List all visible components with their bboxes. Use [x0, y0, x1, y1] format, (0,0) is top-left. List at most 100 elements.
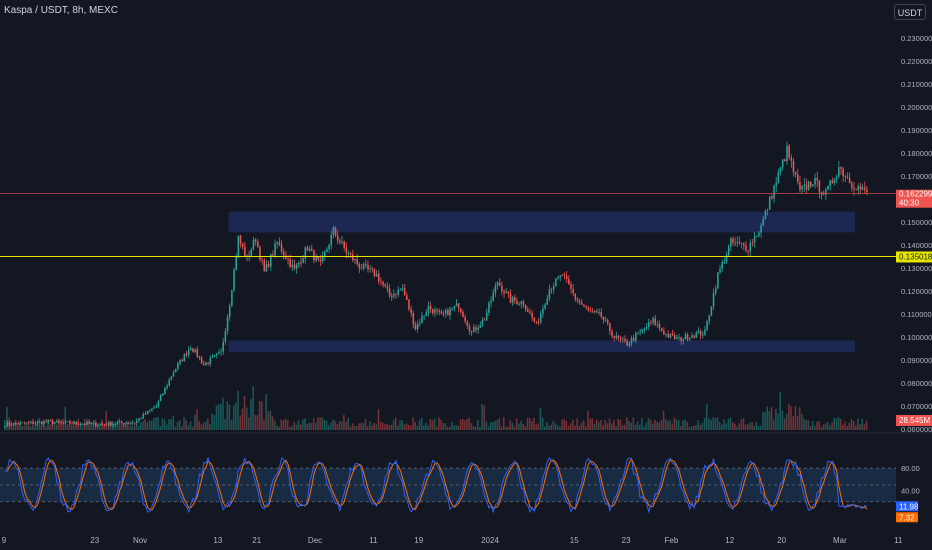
volume-bar	[760, 425, 762, 430]
candle-body	[807, 182, 810, 190]
volume-bar	[556, 425, 559, 430]
volume-bar	[835, 418, 838, 430]
candle-body	[617, 335, 620, 338]
candle-body	[360, 268, 363, 270]
time-tick-label: 20	[777, 536, 786, 545]
price-tick-label: 0.130000	[901, 264, 932, 273]
volume-bar	[34, 426, 36, 430]
volume-bar	[135, 424, 138, 430]
candle-body	[745, 245, 747, 251]
candle-body	[447, 310, 449, 316]
candle-body	[436, 309, 438, 311]
volume-bar	[693, 425, 695, 430]
volume-bar	[377, 409, 380, 430]
candle-body	[693, 335, 695, 338]
candle-body	[572, 288, 574, 294]
candle-body	[252, 239, 255, 250]
price-tick-label: 0.150000	[901, 218, 932, 227]
candle-body	[667, 334, 669, 338]
candle-body	[267, 264, 270, 267]
volume-bar	[127, 422, 129, 430]
candle-body	[205, 362, 207, 365]
volume-bar	[811, 421, 814, 430]
candle-body	[641, 329, 644, 332]
volume-bar	[716, 417, 719, 430]
volume-bar	[241, 408, 244, 430]
candle-body	[375, 273, 378, 277]
candle-body	[851, 183, 853, 188]
volume-bar	[690, 426, 693, 430]
candle-body	[602, 316, 605, 320]
volume-bar	[479, 426, 481, 430]
candle-body	[762, 218, 765, 226]
candle-body	[226, 316, 229, 332]
candle-body	[492, 292, 495, 301]
candle-body	[559, 275, 561, 278]
candle-body	[41, 421, 43, 425]
candle-body	[166, 385, 168, 388]
volume-bar	[211, 413, 213, 430]
symbol-title: Kaspa / USDT, 8h, MEXC	[4, 5, 118, 16]
volume-bar	[319, 417, 321, 430]
currency-button[interactable]: USDT	[894, 4, 926, 20]
time-tick-label: 21	[252, 536, 261, 545]
volume-bar	[695, 425, 697, 430]
candle-body	[516, 300, 518, 305]
volume-bar	[32, 418, 34, 430]
candle-body	[574, 293, 577, 300]
volume-bar	[451, 422, 453, 430]
candle-body	[311, 248, 313, 250]
candle-body	[650, 322, 652, 324]
candle-body	[161, 393, 164, 396]
candle-body	[494, 285, 497, 293]
candle-body	[362, 263, 365, 269]
time-axis[interactable]: 923Nov1321Dec111920241523Feb1220Mar111	[2, 536, 932, 545]
price-lines	[0, 193, 932, 434]
volume-bar	[574, 425, 576, 430]
candle-body	[384, 284, 387, 287]
candle-body	[317, 256, 320, 260]
candle-body	[170, 376, 173, 380]
candle-body	[684, 334, 687, 340]
volume-bar	[505, 426, 507, 430]
volume-bar	[541, 417, 544, 430]
current-price-tag	[896, 189, 932, 208]
volume-bar	[390, 424, 393, 430]
candle-body	[390, 295, 393, 297]
volume-bar	[254, 414, 257, 430]
candle-body	[453, 306, 456, 309]
candle-body	[177, 363, 179, 369]
volume-bar	[617, 418, 619, 430]
candle-body	[315, 256, 317, 261]
candle-body	[470, 331, 473, 332]
volume-bar	[682, 420, 684, 430]
volume-bar	[170, 418, 172, 430]
price-tick-label: 0.180000	[901, 149, 932, 158]
candle-body	[755, 235, 758, 237]
volume-bar	[353, 426, 356, 430]
volume-bar	[420, 417, 423, 430]
volume-bar	[587, 410, 589, 430]
candle-body	[82, 423, 84, 425]
volume-bar	[766, 406, 769, 430]
candle-body	[190, 348, 192, 350]
volume-bar	[684, 419, 686, 430]
volume-bar	[176, 421, 179, 430]
candle-body	[451, 308, 453, 310]
candle-body	[771, 196, 773, 199]
candle-body	[766, 209, 769, 211]
candle-body	[129, 422, 132, 424]
volume-bar	[740, 419, 743, 430]
candle-body	[382, 281, 384, 285]
candle-body	[483, 319, 486, 321]
volume-bar	[282, 420, 285, 430]
time-tick-label: Feb	[665, 536, 679, 545]
price-axis[interactable]: 0.230000 0.220000 0.210000 0.200000 0.190000…	[901, 34, 932, 434]
candle-body	[88, 422, 91, 424]
volume-bar	[187, 424, 190, 430]
volume-bar	[839, 419, 842, 430]
candle-body	[105, 424, 108, 426]
volume-bar	[742, 418, 745, 430]
candle-body	[218, 352, 220, 354]
